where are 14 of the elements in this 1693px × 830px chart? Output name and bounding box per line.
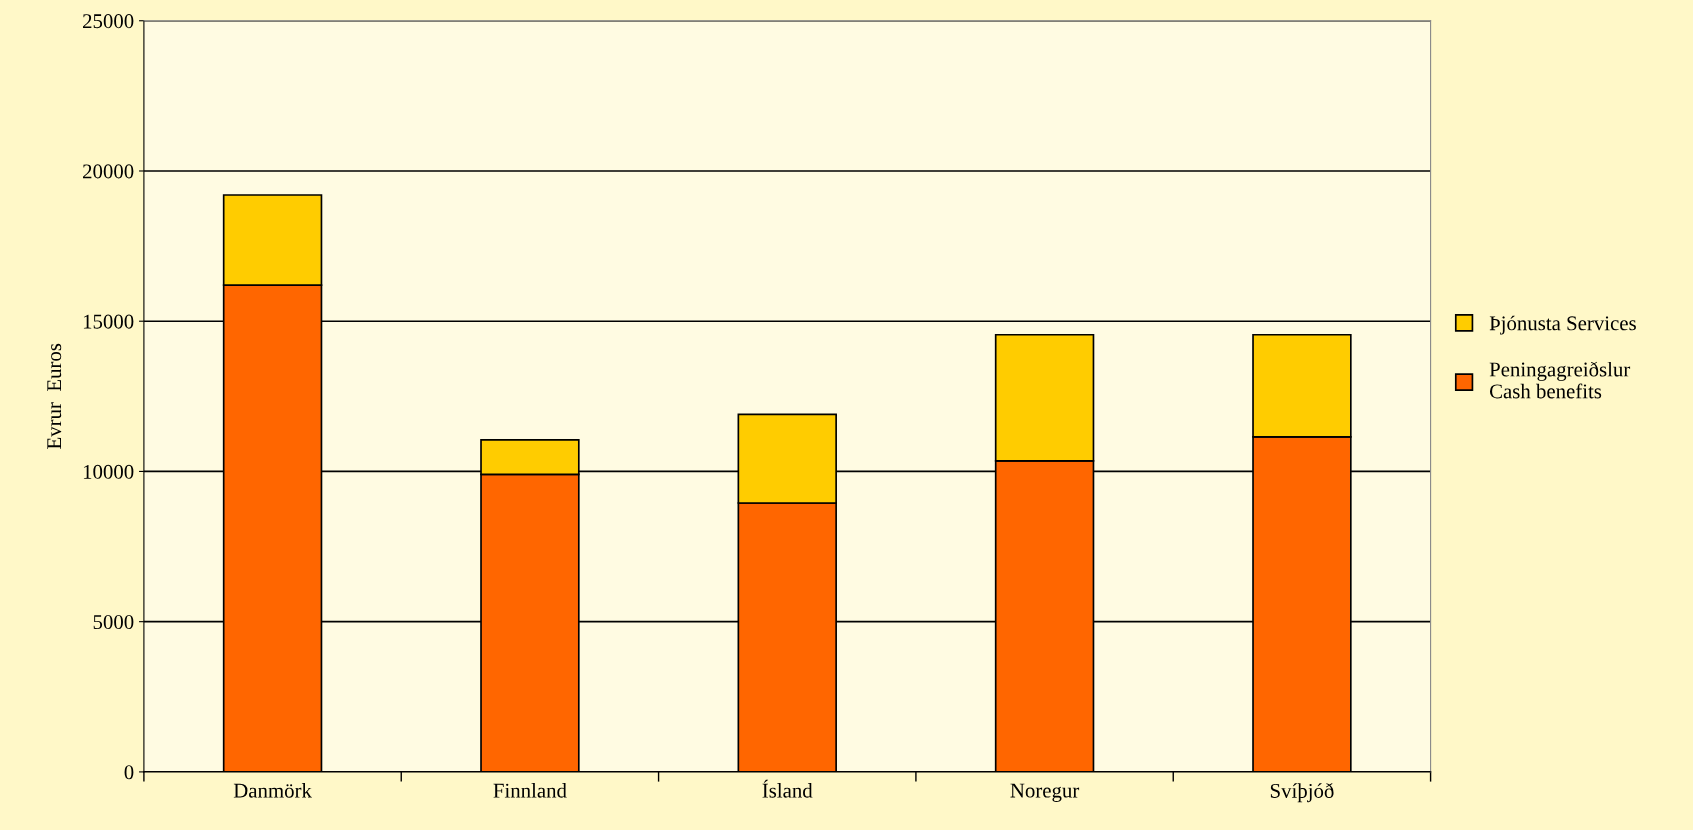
y-tick-label: 25000 (83, 14, 134, 29)
legend-label: Þjónusta Services (1489, 315, 1636, 335)
y-tick-label: 10000 (83, 464, 134, 479)
x-tick-label: Ísland (762, 779, 813, 798)
x-tick-label: Noregur (1010, 783, 1080, 802)
x-tick-label: Finnland (493, 783, 567, 798)
legend-label: Peningagreiðslur Cash benefits (1489, 361, 1631, 399)
y-tick-label: 15000 (83, 314, 134, 329)
x-tick-label: Svíþjóð (1270, 783, 1334, 803)
y-tick-label: 20000 (83, 164, 134, 179)
y-axis-title: Evrur Euros (47, 343, 62, 449)
y-tick-label: 5000 (93, 615, 134, 630)
y-tick-label: 0 (124, 765, 134, 780)
x-tick-label: Danmörk (233, 783, 312, 798)
